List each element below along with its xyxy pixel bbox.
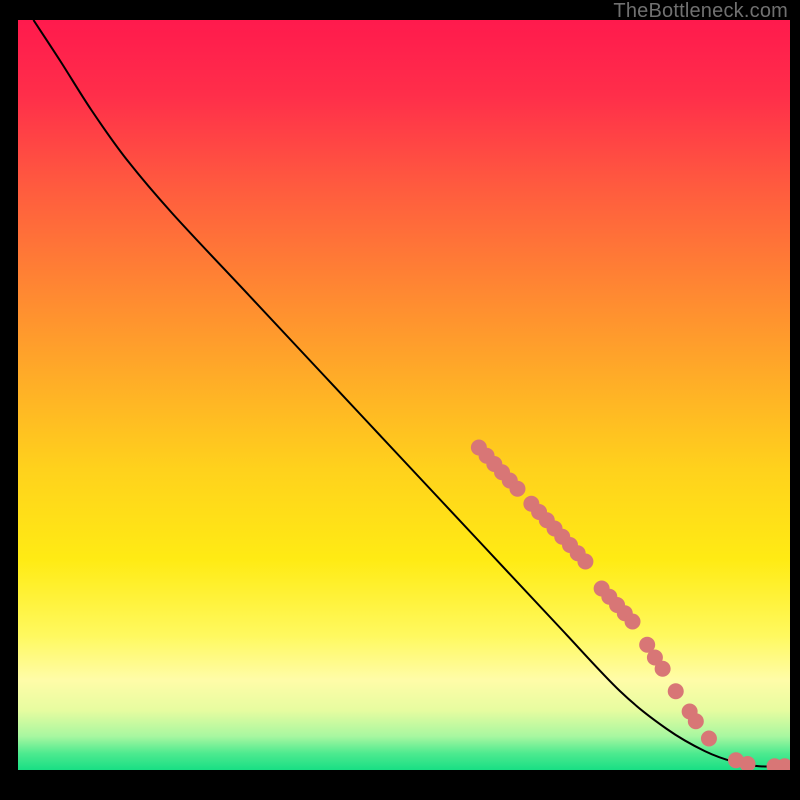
data-marker [655, 661, 671, 677]
gradient-background [18, 20, 790, 770]
data-marker [625, 614, 641, 630]
data-marker [688, 713, 704, 729]
chart-plot-area [18, 20, 790, 770]
chart-svg [18, 20, 790, 770]
watermark-text: TheBottleneck.com [613, 0, 788, 23]
data-marker [577, 554, 593, 570]
data-marker [701, 731, 717, 747]
data-marker [668, 683, 684, 699]
data-marker [509, 481, 525, 497]
